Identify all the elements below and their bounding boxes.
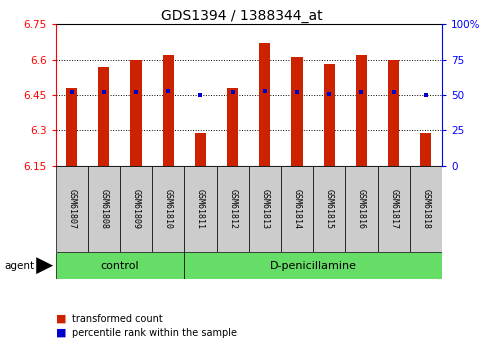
Text: D-penicillamine: D-penicillamine <box>270 261 356 270</box>
Bar <box>249 166 281 252</box>
Text: transformed count: transformed count <box>72 314 163 324</box>
Bar <box>195 132 206 166</box>
Text: GSM61811: GSM61811 <box>196 189 205 229</box>
Text: ■: ■ <box>56 314 66 324</box>
Bar <box>259 43 270 166</box>
Bar <box>120 166 152 252</box>
Bar <box>163 55 174 166</box>
Bar <box>185 166 216 252</box>
Text: GSM61815: GSM61815 <box>325 189 334 229</box>
Text: control: control <box>100 261 139 270</box>
Text: GSM61807: GSM61807 <box>67 189 76 229</box>
Bar <box>324 64 335 166</box>
Bar <box>281 166 313 252</box>
Bar <box>56 252 185 279</box>
Bar <box>66 88 77 166</box>
Bar <box>216 166 249 252</box>
Text: GSM61810: GSM61810 <box>164 189 173 229</box>
Text: GSM61818: GSM61818 <box>421 189 430 229</box>
Bar <box>88 166 120 252</box>
Text: ■: ■ <box>56 328 66 338</box>
Bar <box>356 55 367 166</box>
Bar <box>388 60 399 166</box>
Polygon shape <box>36 257 53 274</box>
Bar <box>130 60 142 166</box>
Text: agent: agent <box>5 261 35 270</box>
Text: GSM61814: GSM61814 <box>293 189 301 229</box>
Text: GSM61809: GSM61809 <box>131 189 141 229</box>
Text: GSM61812: GSM61812 <box>228 189 237 229</box>
Bar <box>420 132 431 166</box>
Bar <box>410 166 442 252</box>
Text: GDS1394 / 1388344_at: GDS1394 / 1388344_at <box>161 9 322 23</box>
Text: percentile rank within the sample: percentile rank within the sample <box>72 328 238 338</box>
Text: GSM61808: GSM61808 <box>99 189 108 229</box>
Text: GSM61817: GSM61817 <box>389 189 398 229</box>
Bar <box>185 252 442 279</box>
Bar <box>291 57 303 166</box>
Text: GSM61813: GSM61813 <box>260 189 270 229</box>
Bar <box>152 166 185 252</box>
Bar <box>378 166 410 252</box>
Text: GSM61816: GSM61816 <box>357 189 366 229</box>
Bar <box>227 88 238 166</box>
Bar <box>345 166 378 252</box>
Bar <box>313 166 345 252</box>
Bar <box>98 67 110 166</box>
Bar <box>56 166 88 252</box>
